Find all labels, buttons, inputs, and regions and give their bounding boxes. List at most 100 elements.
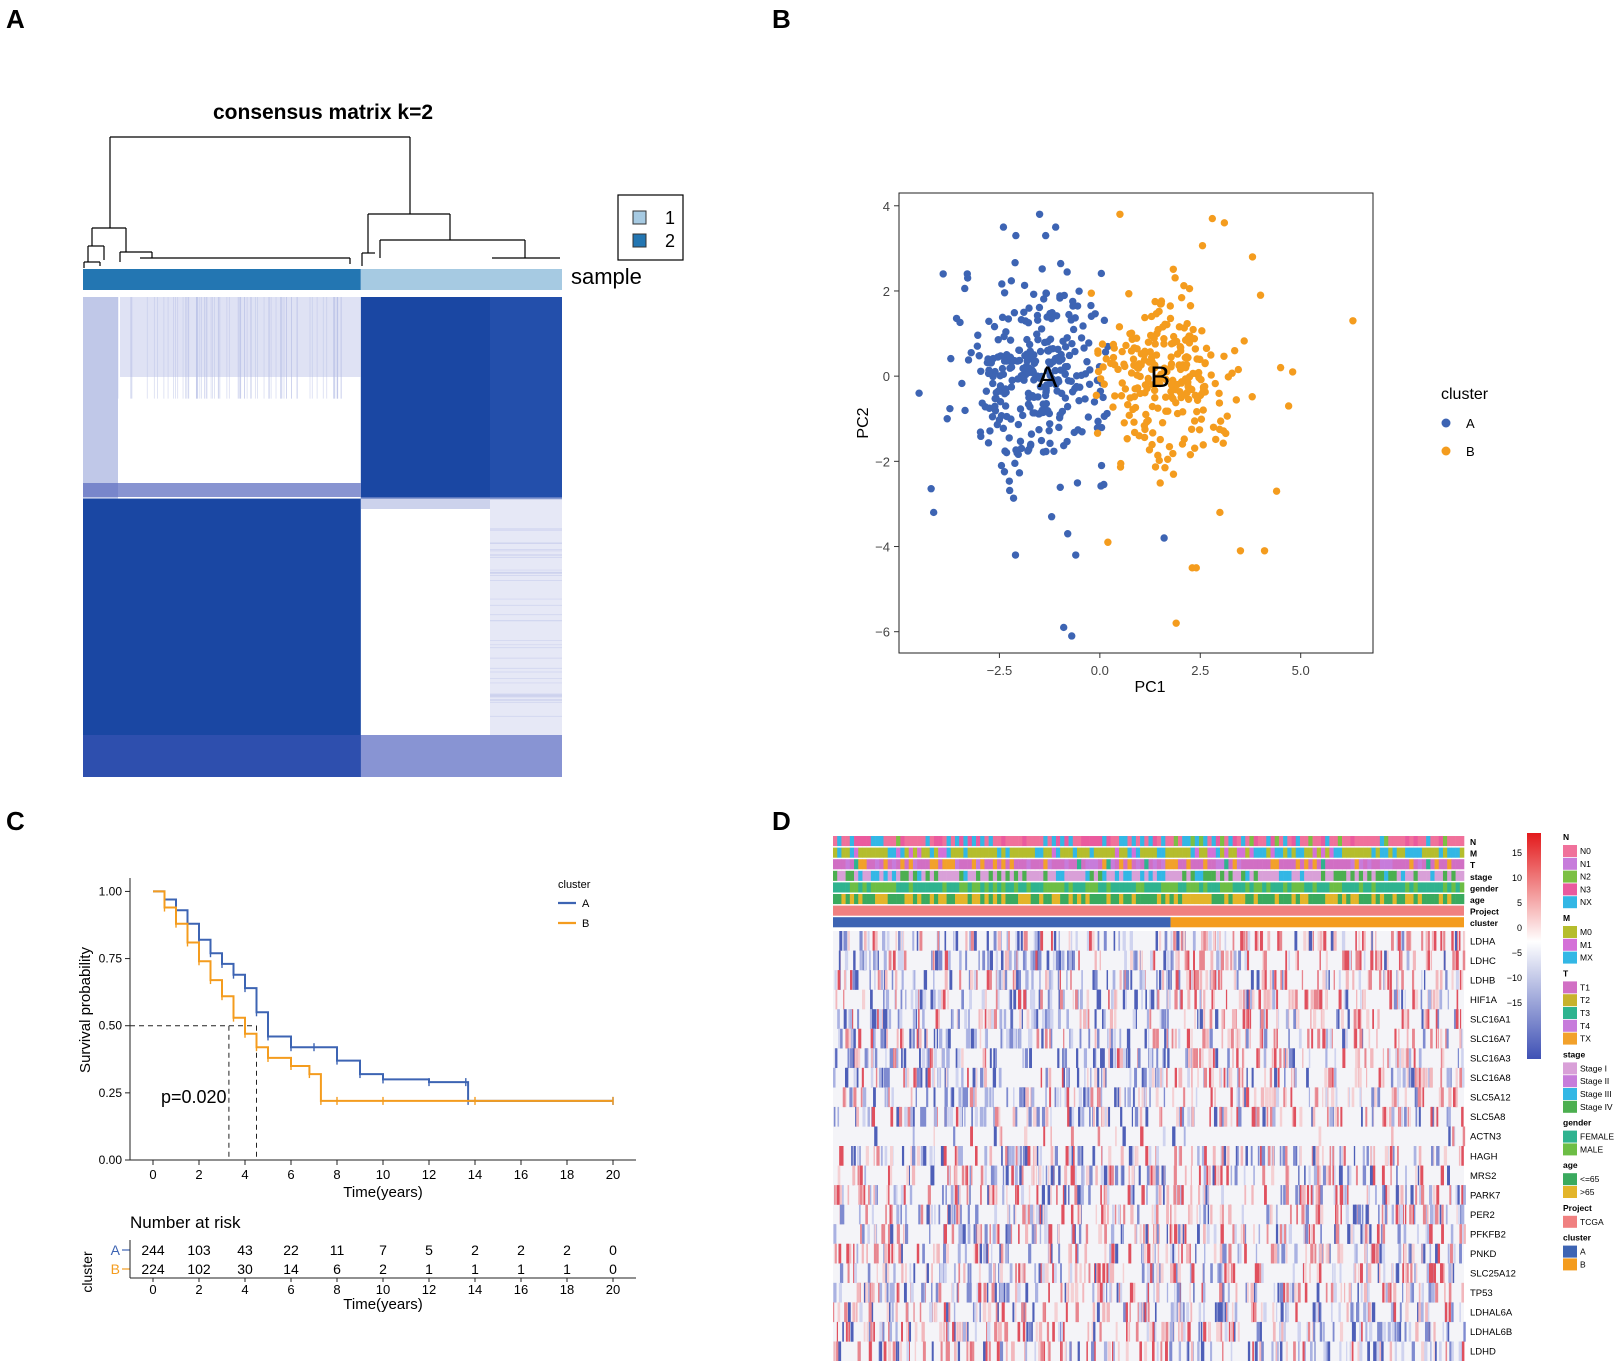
heatmap-cell [870,1185,872,1205]
heatmap-cell [875,1185,877,1205]
heatmap-cell [1065,1087,1070,1108]
heatmap-cell [1029,1048,1032,1069]
track-cell [954,859,960,870]
heatmap-cell [1005,1146,1008,1166]
track-cell [1459,859,1465,870]
heatmap-cell [1350,1282,1352,1303]
gene-heatmap [833,931,1466,1361]
heatmap-cell [955,1106,959,1127]
heatmap-cell [1219,950,1222,971]
track-cell [1342,882,1347,893]
heatmap-cell [1161,1165,1164,1186]
heatmap-cell [1070,1282,1074,1303]
heatmap-cell [939,1321,943,1342]
track-cell [997,836,1002,847]
heatmap-cell [1071,1146,1074,1166]
heatmap-cell [1034,1224,1036,1244]
heatmap-cell [899,1106,903,1127]
heatmap-cell [1178,1302,1181,1323]
heatmap-cell [1203,931,1206,951]
heatmap-cell [1101,1106,1105,1127]
heatmap-cell [1018,1263,1021,1284]
track-cell [1287,836,1292,847]
track-cell [980,847,985,858]
track-cell [1333,882,1339,893]
heatmap-cell [1134,1224,1137,1244]
heatmap-cell [877,1009,879,1029]
track-cell [963,882,968,893]
heatmap-cell [881,1067,884,1088]
heatmap-cell [1261,1263,1264,1284]
heatmap-cell [1435,970,1439,990]
heatmap-cell [1060,1282,1063,1303]
heatmap-cell [887,1243,891,1264]
track-cell [837,894,842,905]
heatmap-cell [1332,1321,1335,1342]
pca-point-b [1171,274,1179,282]
heatmap-cell [841,1204,845,1225]
track-cell [1283,882,1288,893]
heatmap-cell [1035,1165,1038,1186]
heatmap-cell [999,1341,1004,1361]
track-cell [1426,847,1431,858]
heatmap-cell [1015,1106,1018,1127]
risk-cell: 7 [379,1242,387,1258]
heatmap-cell [1022,1087,1026,1108]
km-pvalue: p=0.020 [161,1087,227,1107]
track-cell [967,836,973,847]
track-cell [1182,836,1187,847]
heatmap-cell [1130,970,1133,990]
heatmap-cell [1100,1185,1102,1205]
heatmap-cell [1373,1341,1377,1361]
track-cell [887,894,893,905]
heatmap-cell [1155,1067,1157,1088]
heatmap-cell [1146,1263,1151,1284]
heatmap-cell [1096,1087,1099,1108]
heatmap-cell [1264,1067,1267,1088]
heatmap-cell [949,1204,953,1225]
track-cell [1135,882,1141,893]
heatmap-cell [1404,989,1406,1010]
track-cell [1253,836,1259,847]
pca-point-a [1030,359,1039,368]
heatmap-cell [1006,1028,1010,1049]
pca-point-b [1202,344,1211,353]
heatmap-cell [1215,1048,1219,1069]
pca-point-b [1098,340,1107,348]
heatmap-cell [1015,1263,1017,1284]
heatmap-cell [1219,1302,1223,1323]
track-cell [1421,894,1427,905]
pca-point-b [1190,444,1199,452]
heatmap-cell [1221,1302,1225,1323]
track-cell [862,847,867,858]
heatmap-cell [1104,1165,1108,1186]
track-cell [1135,859,1141,870]
consensus-title: consensus matrix k=2 [213,101,433,124]
pca-point-b [1169,470,1178,478]
pca-point-b [1151,394,1159,402]
heatmap-cell [979,1106,984,1127]
heatmap-cell [1113,1028,1116,1049]
heatmap-cell [989,1048,992,1069]
heatmap-cell [901,1263,904,1284]
track-cell [1051,859,1057,870]
track-cell [933,847,939,858]
pca-point-a [1033,311,1042,320]
heatmap-cell [1413,1146,1417,1166]
pca-point-a [977,367,985,375]
track-cell [875,859,880,870]
km-x-tick-label: 4 [241,1167,248,1182]
heatmap-cell [944,1087,948,1108]
heatmap-cell [1289,1282,1292,1303]
track-cell [1102,836,1107,847]
heatmap-cell [1094,1009,1097,1029]
pca-point-b [1195,368,1203,377]
heatmap-cell [833,1243,836,1264]
heatmap-cell [957,1185,961,1205]
track-cell [1337,836,1343,847]
heatmap-cell [905,1224,909,1244]
heatmap-cell [1463,931,1466,951]
heatmap-cell [1260,1341,1264,1361]
heatmap-cell [1025,970,1029,990]
track-cell [1413,894,1419,905]
